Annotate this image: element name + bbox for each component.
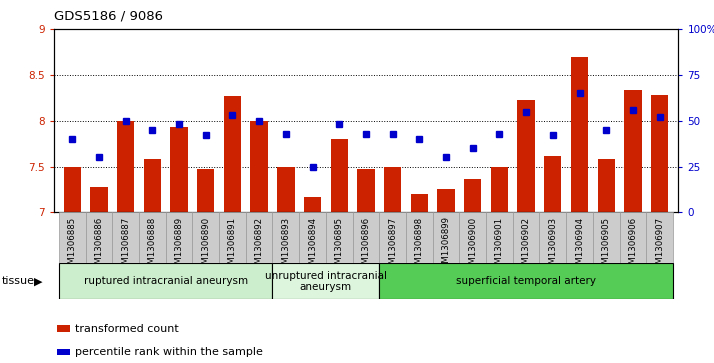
Text: GSM1306892: GSM1306892 [255, 216, 263, 274]
Bar [304, 197, 321, 212]
Bar [326, 212, 353, 263]
Bar [357, 169, 375, 212]
Bar [566, 212, 593, 263]
Bar [491, 167, 508, 212]
Text: percentile rank within the sample: percentile rank within the sample [75, 347, 263, 357]
Text: GSM1306902: GSM1306902 [522, 216, 531, 274]
Text: tissue: tissue [2, 276, 35, 286]
Bar [411, 194, 428, 212]
Bar [331, 139, 348, 212]
Bar [144, 159, 161, 212]
Bar [246, 212, 273, 263]
Bar [171, 127, 188, 212]
Text: GSM1306895: GSM1306895 [335, 216, 343, 274]
Text: GSM1306897: GSM1306897 [388, 216, 397, 274]
Bar [438, 189, 455, 212]
Bar [486, 212, 513, 263]
Bar [219, 212, 246, 263]
Bar [651, 95, 668, 212]
Bar [379, 212, 406, 263]
Bar [223, 96, 241, 212]
Bar [299, 212, 326, 263]
Text: GSM1306887: GSM1306887 [121, 216, 130, 275]
Bar [59, 212, 86, 263]
Text: GSM1306906: GSM1306906 [628, 216, 638, 274]
Text: GSM1306907: GSM1306907 [655, 216, 664, 274]
Bar [90, 187, 108, 212]
Text: GSM1306898: GSM1306898 [415, 216, 424, 274]
Text: GSM1306894: GSM1306894 [308, 216, 317, 274]
Text: GSM1306893: GSM1306893 [281, 216, 291, 274]
Text: unruptured intracranial
aneurysm: unruptured intracranial aneurysm [265, 270, 387, 292]
Text: superficial temporal artery: superficial temporal artery [456, 276, 596, 286]
Text: GSM1306904: GSM1306904 [575, 216, 584, 274]
Bar [570, 57, 588, 212]
Text: GSM1306901: GSM1306901 [495, 216, 504, 274]
Bar [112, 212, 139, 263]
Bar [277, 167, 294, 212]
Bar [251, 121, 268, 212]
Bar [384, 167, 401, 212]
Text: GSM1306899: GSM1306899 [441, 216, 451, 274]
Bar [353, 212, 379, 263]
Bar [464, 179, 481, 212]
Bar [59, 263, 273, 299]
Bar [513, 212, 540, 263]
Text: GSM1306886: GSM1306886 [94, 216, 104, 275]
Text: GSM1306896: GSM1306896 [361, 216, 371, 274]
Text: GSM1306889: GSM1306889 [174, 216, 183, 274]
Bar [620, 212, 646, 263]
Bar [273, 212, 299, 263]
Text: transformed count: transformed count [75, 323, 178, 334]
Bar [646, 212, 673, 263]
Bar [459, 212, 486, 263]
Bar [86, 212, 112, 263]
Bar [406, 212, 433, 263]
Text: GSM1306900: GSM1306900 [468, 216, 477, 274]
Bar [433, 212, 459, 263]
Bar [598, 159, 615, 212]
Text: GSM1306891: GSM1306891 [228, 216, 237, 274]
Text: ▶: ▶ [34, 276, 43, 286]
Bar [139, 212, 166, 263]
Text: ruptured intracranial aneurysm: ruptured intracranial aneurysm [84, 276, 248, 286]
Bar [379, 263, 673, 299]
Bar [117, 121, 134, 212]
Bar [624, 90, 642, 212]
Bar [192, 212, 219, 263]
Bar [518, 99, 535, 212]
Bar [540, 212, 566, 263]
Bar [273, 263, 379, 299]
Bar [166, 212, 192, 263]
Bar [197, 169, 214, 212]
Bar [593, 212, 620, 263]
Text: GSM1306903: GSM1306903 [548, 216, 558, 274]
Text: GSM1306905: GSM1306905 [602, 216, 610, 274]
Text: GSM1306885: GSM1306885 [68, 216, 76, 275]
Text: GSM1306888: GSM1306888 [148, 216, 157, 275]
Bar [64, 167, 81, 212]
Text: GDS5186 / 9086: GDS5186 / 9086 [54, 9, 163, 22]
Text: GSM1306890: GSM1306890 [201, 216, 210, 274]
Bar [544, 155, 561, 212]
